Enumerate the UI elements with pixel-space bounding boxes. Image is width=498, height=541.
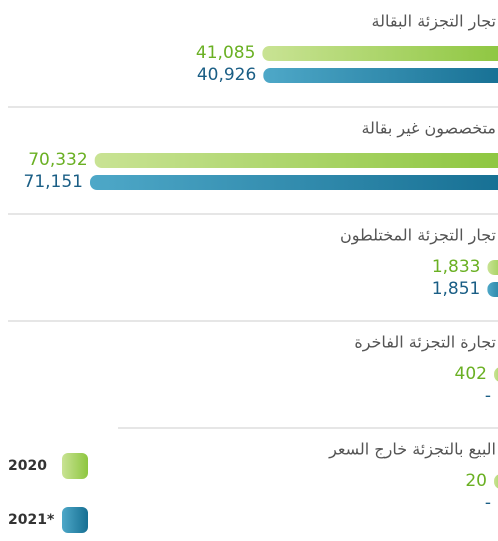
bar <box>90 175 498 190</box>
category-label: البيع بالتجزئة خارج السعر <box>328 440 496 460</box>
legend-swatch <box>62 507 88 533</box>
category-label: تجار التجزئة البقالة <box>372 12 496 32</box>
value-label: 40,926 <box>197 65 256 85</box>
bar <box>262 46 498 61</box>
value-label: 1,833 <box>432 257 481 277</box>
legend-label: 2021* <box>8 512 55 528</box>
bar <box>487 282 498 297</box>
bar <box>94 153 498 168</box>
value-label: 20 <box>465 471 487 491</box>
legend-label: 2020 <box>8 458 47 474</box>
legend-swatch <box>62 453 88 479</box>
bar <box>487 260 498 275</box>
bar <box>263 68 498 83</box>
category-label: متخصصون غير بقالة <box>361 119 496 139</box>
value-label: 41,085 <box>196 43 255 63</box>
value-label: 1,851 <box>432 279 481 299</box>
category-label: تجارة التجزئة الفاخرة <box>354 333 496 353</box>
value-label: 71,151 <box>24 172 83 192</box>
value-label: - <box>485 386 491 406</box>
category-label: تجار التجزئة المختلطون <box>340 226 496 246</box>
value-label: 70,332 <box>28 150 87 170</box>
bar <box>494 474 498 489</box>
value-label: 402 <box>455 364 487 384</box>
value-label: - <box>485 493 491 513</box>
bar <box>494 367 498 382</box>
